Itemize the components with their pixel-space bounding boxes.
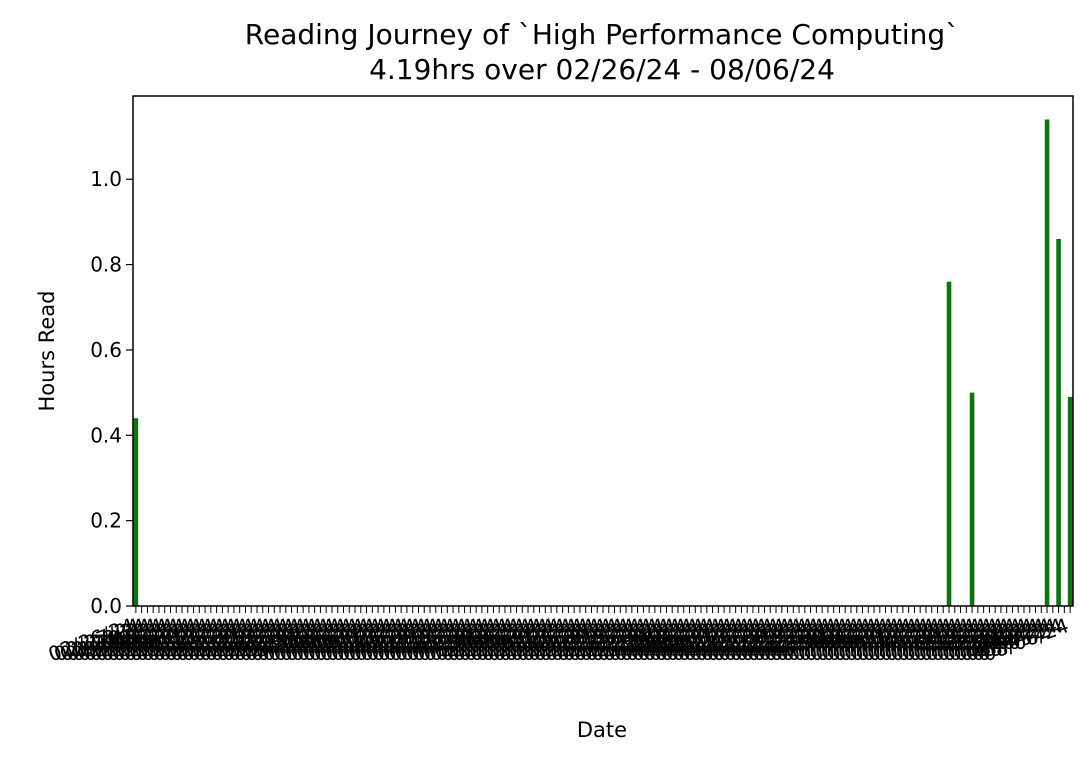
axes-frame	[132, 95, 1074, 607]
bar-2024-08-04	[1056, 238, 1061, 606]
chart-subtitle: 4.19hrs over 02/26/24 - 08/06/24	[369, 53, 835, 86]
y-tick-label: 0.4	[90, 423, 122, 447]
y-axis: 0.0 0.2 0.4 0.6 0.8 1.0	[90, 167, 133, 618]
bars	[133, 119, 1073, 606]
plot-area: 0.0 0.2 0.4 0.6 0.8 1.0 02/26/2402/27/2402/28/…	[45, 119, 1073, 666]
y-tick-label: 0.0	[90, 594, 122, 618]
y-tick-label: 0.2	[90, 509, 122, 533]
y-tick-label: 0.6	[90, 338, 122, 362]
bar-2024-07-20	[969, 392, 975, 606]
bar-2024-08-02	[1044, 119, 1050, 606]
y-tick-label: 0.8	[90, 253, 122, 277]
y-axis-label: Hours Read	[35, 291, 59, 412]
x-axis: 02/26/2402/27/2402/28/2402/29/2403/01/24…	[45, 606, 1072, 666]
bar-2024-08-06	[1067, 396, 1073, 606]
x-axis-label: Date	[577, 718, 627, 742]
chart-title: Reading Journey of `High Performance Com…	[245, 18, 959, 51]
y-tick-label: 1.0	[90, 167, 122, 191]
bar-2024-07-16	[946, 281, 952, 606]
bar-2024-02-26	[133, 418, 139, 606]
